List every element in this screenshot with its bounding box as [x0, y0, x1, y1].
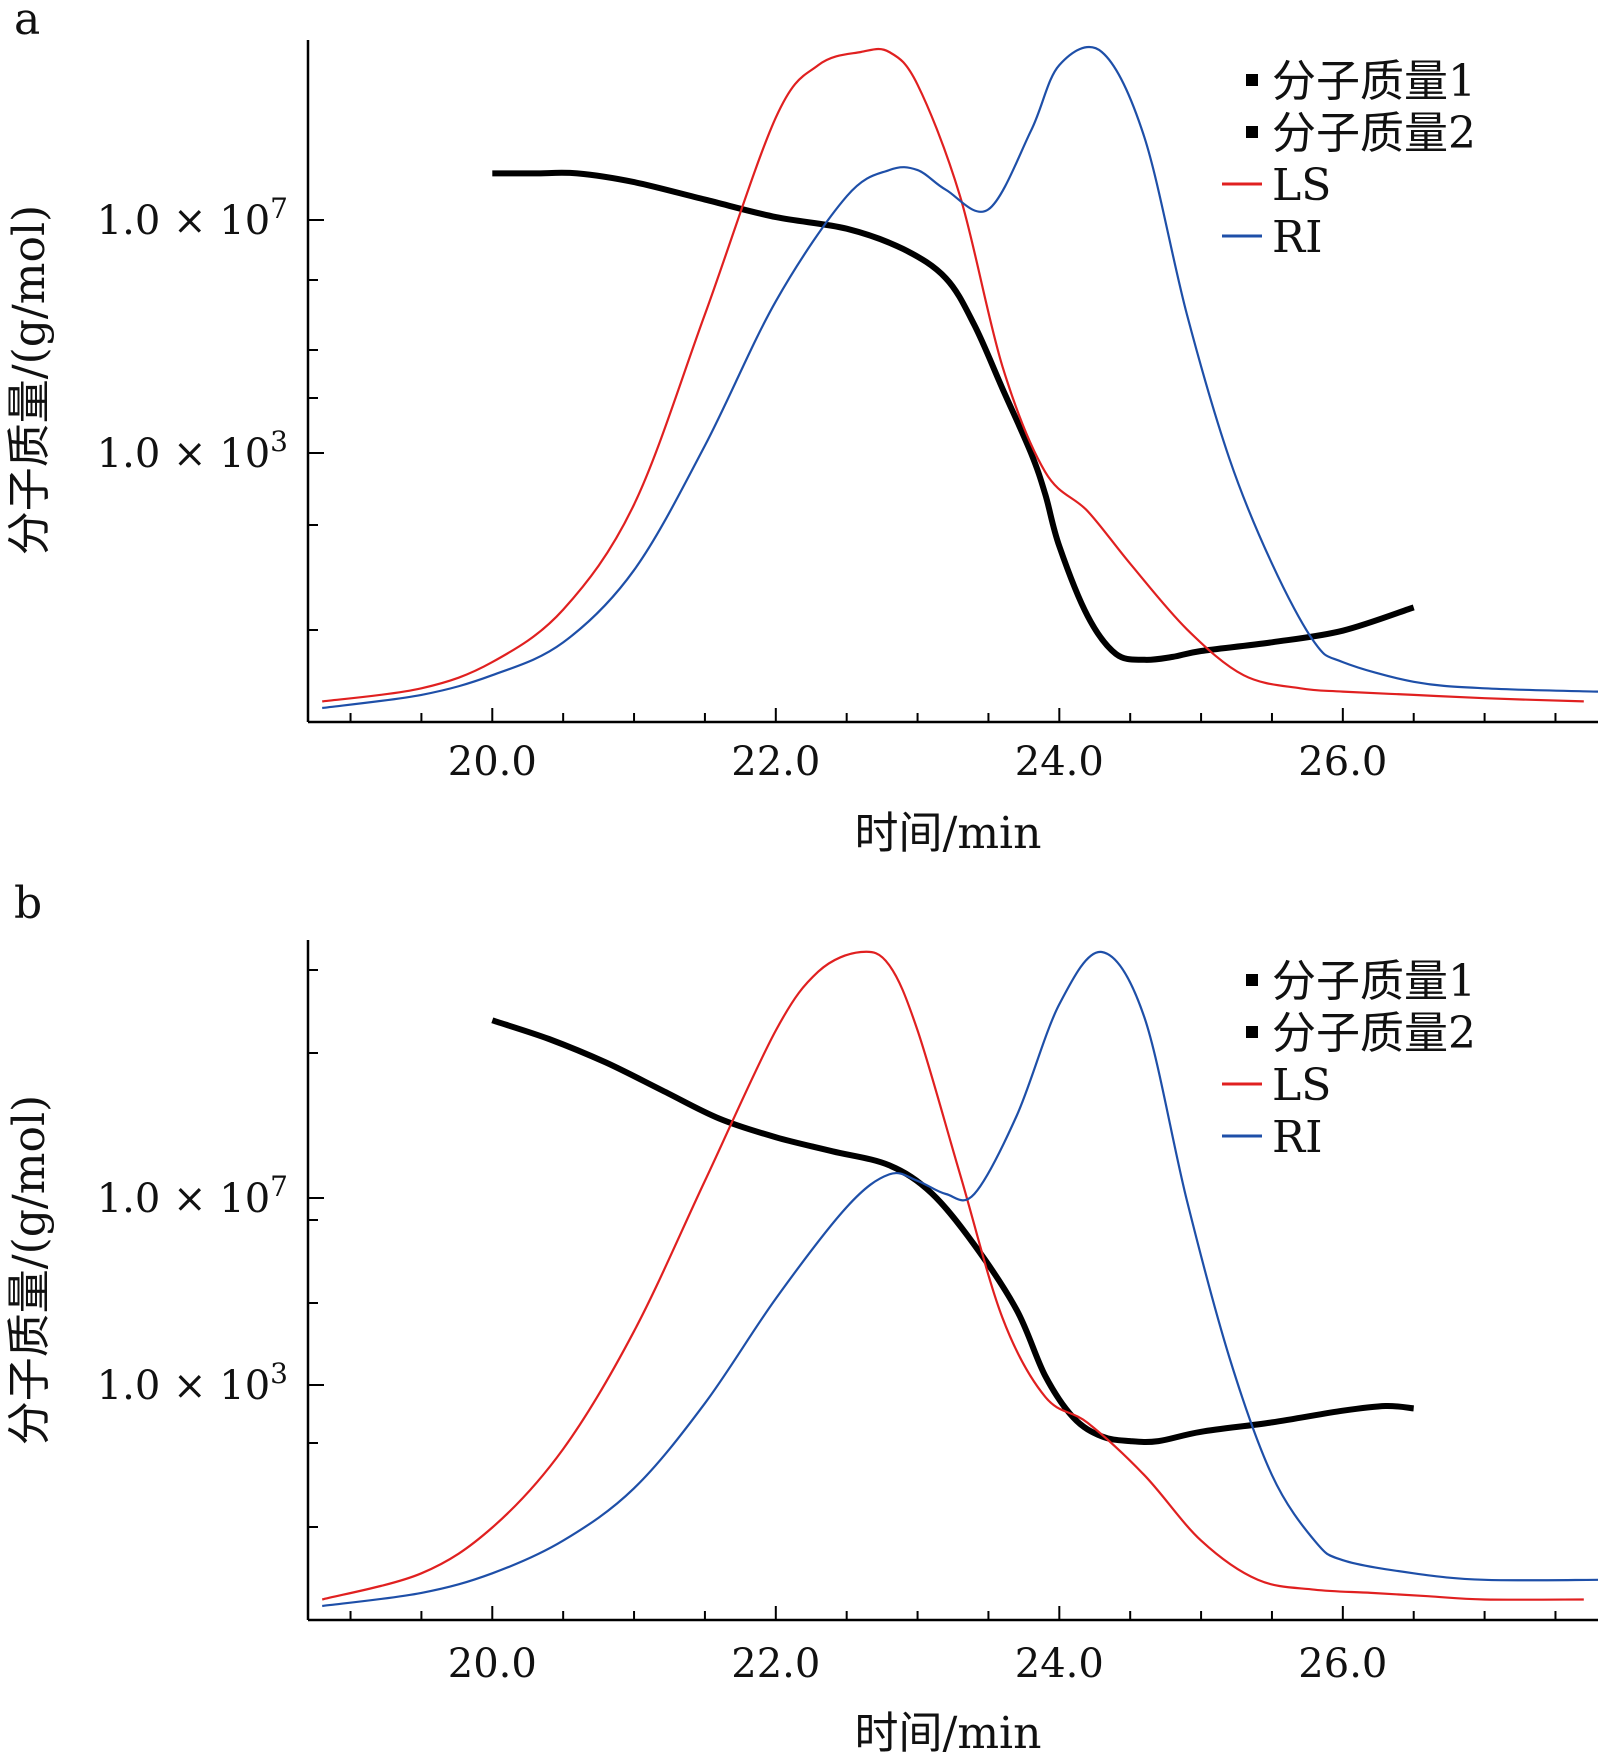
chart-panel-b: b 20.0 22.0 24.0 26.0 时间/min 分子质量/(g/mol) 1.0 ×…	[4, 878, 1598, 1755]
legend-square-marker	[1246, 974, 1258, 986]
y-tick-label: 1.0 × 107	[97, 192, 288, 244]
x-axis-title: 时间/min	[855, 1708, 1042, 1755]
legend-label: RI	[1272, 1112, 1323, 1163]
legend-label: LS	[1272, 1060, 1331, 1111]
panel-label: a	[14, 0, 40, 45]
y-tick-label: 1.0 × 103	[97, 425, 288, 477]
chart-panel-a: a 20.0 22.0 24.0 26.0 时间/min 分子质量/(g/mol) 1.0 ×…	[4, 0, 1598, 859]
x-tick-label: 24.0	[1015, 739, 1104, 785]
x-tick-label: 22.0	[731, 739, 820, 785]
x-tick-label: 24.0	[1015, 1641, 1104, 1687]
legend-label: 分子质量2	[1272, 108, 1476, 159]
series-line-LS	[321, 950, 1584, 1601]
legend-label: RI	[1272, 212, 1323, 263]
legend-label: LS	[1272, 160, 1331, 211]
x-tick-label: 22.0	[731, 1641, 820, 1687]
legend-square-marker	[1246, 74, 1258, 86]
y-tick-label: 1.0 × 107	[97, 1170, 288, 1222]
y-axis-title: 分子质量/(g/mol)	[4, 1095, 55, 1445]
series-line-RI	[322, 950, 1598, 1608]
legend-label: 分子质量1	[1272, 956, 1476, 1007]
legend-square-marker	[1246, 1026, 1258, 1038]
y-axis-title: 分子质量/(g/mol)	[4, 205, 55, 555]
x-tick-label: 20.0	[448, 739, 537, 785]
series-line-LS	[322, 47, 1584, 703]
y-tick-label: 1.0 × 103	[97, 1357, 288, 1409]
series-line-分子质量1	[491, 1017, 1415, 1446]
legend-square-marker	[1246, 126, 1258, 138]
x-tick-label: 26.0	[1298, 739, 1387, 785]
panel-label: b	[14, 878, 42, 929]
x-tick-label: 20.0	[448, 1641, 537, 1687]
x-tick-label: 26.0	[1298, 1641, 1387, 1687]
series-line-RI	[322, 46, 1598, 710]
x-axis-title: 时间/min	[855, 808, 1042, 859]
series-line-分子质量1	[492, 169, 1415, 663]
legend-label: 分子质量1	[1272, 56, 1476, 107]
legend-label: 分子质量2	[1272, 1008, 1476, 1059]
